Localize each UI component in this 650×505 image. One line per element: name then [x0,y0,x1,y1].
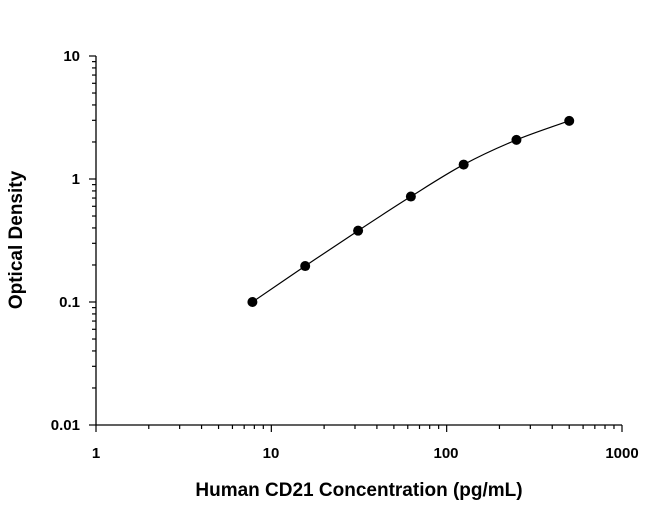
data-point [564,115,575,126]
y-axis-title: Optical Density [6,170,27,309]
x-tick-label: 1000 [605,445,638,462]
data-points [247,115,575,307]
y-tick-label: 0.01 [51,417,80,434]
data-point [353,225,364,236]
data-point [458,159,469,170]
axes [95,56,622,426]
data-point [405,191,416,202]
y-tick-label: 10 [63,48,80,65]
x-axis-title: Human CD21 Concentration (pg/mL) [195,480,522,501]
data-point [511,134,522,145]
x-tick-label: 1 [92,445,100,462]
x-tick-label: 10 [263,445,280,462]
fit-curve [252,120,570,303]
y-tick-label: 0.1 [59,294,80,311]
ticks [89,55,623,432]
y-tick-label: 1 [72,171,80,188]
data-point [247,297,258,307]
tick-labels: 1 10 100 1000 10 1 0.1 0.01 [51,48,639,462]
data-point [300,261,311,272]
x-tick-label: 100 [433,445,458,462]
